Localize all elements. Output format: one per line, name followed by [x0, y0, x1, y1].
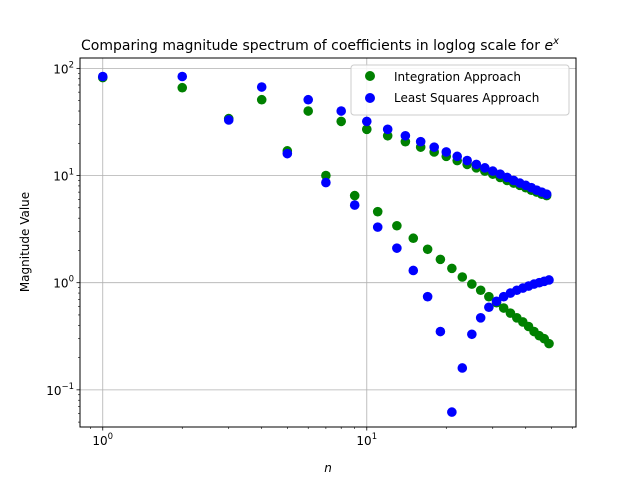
point-integration-approach-n17	[422, 244, 433, 255]
point-least-squares-approach-n49	[544, 275, 554, 285]
point-least-squares-approach-n48	[541, 189, 552, 199]
point-integration-approach-n10	[361, 124, 372, 135]
legend: Integration Approach Least Squares Appro…	[350, 64, 570, 116]
y-tick-label-2: 101	[53, 168, 74, 184]
plot-frame	[79, 57, 577, 428]
point-least-squares-approach-n9	[349, 200, 360, 210]
point-least-squares-approach-n16	[415, 136, 426, 147]
legend-marker-least-squares	[365, 93, 375, 103]
point-integration-approach-n7	[321, 170, 331, 181]
point-least-squares-approach-n12	[382, 124, 393, 135]
point-least-squares-approach-n1	[97, 71, 108, 82]
point-least-squares-approach-n20	[441, 147, 452, 157]
point-least-squares-approach-n14	[400, 130, 411, 141]
point-least-squares-approach-n18	[429, 142, 439, 152]
point-least-squares-approach-n22	[452, 151, 462, 162]
point-integration-approach-n23	[457, 272, 468, 282]
point-least-squares-approach-n7	[321, 177, 331, 188]
point-least-squares-approach-n28	[480, 163, 490, 173]
legend-label-least-squares: Least Squares Approach	[394, 91, 539, 105]
point-least-squares-approach-n21	[447, 407, 457, 417]
point-least-squares-approach-n2	[177, 71, 188, 82]
point-integration-approach-n29	[484, 291, 494, 302]
x-tick-label-1: 101	[356, 432, 377, 448]
point-integration-approach-n2	[177, 82, 188, 93]
chart-title-math-base: e	[544, 38, 553, 54]
point-least-squares-approach-n10	[361, 116, 372, 127]
point-least-squares-approach-n19	[435, 326, 446, 337]
point-least-squares-approach-n30	[487, 166, 498, 176]
x-tick-label-0: 100	[92, 432, 113, 448]
point-integration-approach-n27	[475, 285, 486, 296]
point-integration-approach-n9	[349, 190, 360, 201]
axis-ticks: 100 101 10−1 100 101 102	[46, 60, 573, 448]
chart-title: Comparing magnitude spectrum of coeffici…	[81, 36, 559, 54]
point-least-squares-approach-n17	[422, 291, 433, 302]
x-axis-label: n	[324, 461, 332, 475]
y-tick-label-1: 100	[53, 275, 74, 291]
point-least-squares-approach-n13	[392, 243, 402, 253]
point-integration-approach-n8	[336, 116, 346, 127]
y-tick-label-3: 102	[53, 60, 74, 76]
point-least-squares-approach-n31	[491, 296, 502, 307]
y-tick-label-0: 10−1	[46, 382, 74, 398]
point-integration-approach-n33	[498, 303, 509, 313]
point-least-squares-approach-n27	[475, 313, 486, 323]
point-integration-approach-n21	[447, 263, 457, 274]
point-integration-approach-n11	[372, 206, 383, 217]
y-axis-label: Magnitude Value	[18, 192, 32, 292]
point-least-squares-approach-n6	[303, 94, 314, 105]
chart-title-text: Comparing magnitude spectrum of coeffici…	[81, 38, 544, 54]
point-integration-approach-n13	[392, 220, 402, 231]
point-least-squares-approach-n23	[457, 363, 468, 373]
point-integration-approach-n25	[467, 279, 477, 289]
point-least-squares-approach-n3	[223, 115, 234, 125]
point-integration-approach-n19	[435, 254, 446, 265]
point-integration-approach-n6	[303, 106, 314, 116]
point-least-squares-approach-n11	[372, 222, 383, 232]
point-least-squares-approach-n4	[256, 82, 267, 92]
point-integration-approach-n49	[544, 338, 554, 349]
point-integration-approach-n15	[408, 233, 419, 244]
point-least-squares-approach-n26	[471, 159, 482, 170]
data-points	[97, 71, 554, 417]
legend-marker-integration	[365, 71, 375, 81]
legend-label-integration: Integration Approach	[394, 70, 521, 84]
legend-box	[350, 64, 570, 116]
point-least-squares-approach-n25	[467, 329, 477, 340]
point-least-squares-approach-n24	[462, 155, 472, 166]
point-least-squares-approach-n15	[408, 265, 419, 276]
chart-title-math-sup: x	[552, 36, 559, 47]
point-least-squares-approach-n5	[282, 148, 293, 159]
point-integration-approach-n4	[256, 94, 267, 105]
point-least-squares-approach-n8	[336, 106, 346, 116]
point-least-squares-approach-n29	[484, 302, 494, 313]
